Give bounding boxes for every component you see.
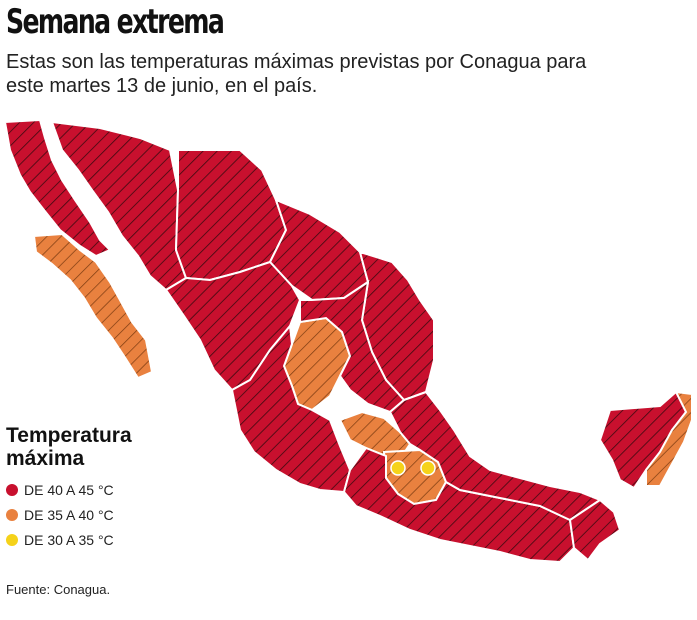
region-center-red xyxy=(299,279,406,414)
legend-item-30-35: DE 30 A 35 °C xyxy=(6,532,114,548)
yellow-spot-1 xyxy=(390,460,406,476)
region-sonora xyxy=(50,120,188,292)
region-chiapas xyxy=(568,498,622,562)
red-dot-icon xyxy=(6,484,18,496)
page-subtitle: Estas son las temperaturas máximas previ… xyxy=(6,51,587,97)
region-quintana-roo xyxy=(645,390,693,487)
legend-title-line1: Temperatura xyxy=(6,424,132,447)
legend-title-line2: máxima xyxy=(6,447,85,470)
source-note: Fuente: Conagua. xyxy=(6,582,111,597)
legend-label: DE 30 A 35 °C xyxy=(24,532,114,548)
legend-label: DE 40 A 45 °C xyxy=(24,482,114,498)
legend-item-40-45: DE 40 A 45 °C xyxy=(6,482,114,498)
region-chihuahua xyxy=(174,149,288,282)
legend-label: DE 35 A 40 °C xyxy=(24,507,114,523)
mexico-temperature-map xyxy=(3,118,693,564)
legend-item-35-40: DE 35 A 40 °C xyxy=(6,507,114,523)
region-baja-orange xyxy=(32,232,154,380)
page-title: Semana extrema xyxy=(6,2,225,42)
region-baja-california xyxy=(3,118,112,258)
legend-title: Temperatura máxima xyxy=(6,424,132,470)
region-west-coast xyxy=(230,323,352,494)
yellow-spot-2 xyxy=(420,460,436,476)
orange-dot-icon xyxy=(6,509,18,521)
yellow-dot-icon xyxy=(6,534,18,546)
